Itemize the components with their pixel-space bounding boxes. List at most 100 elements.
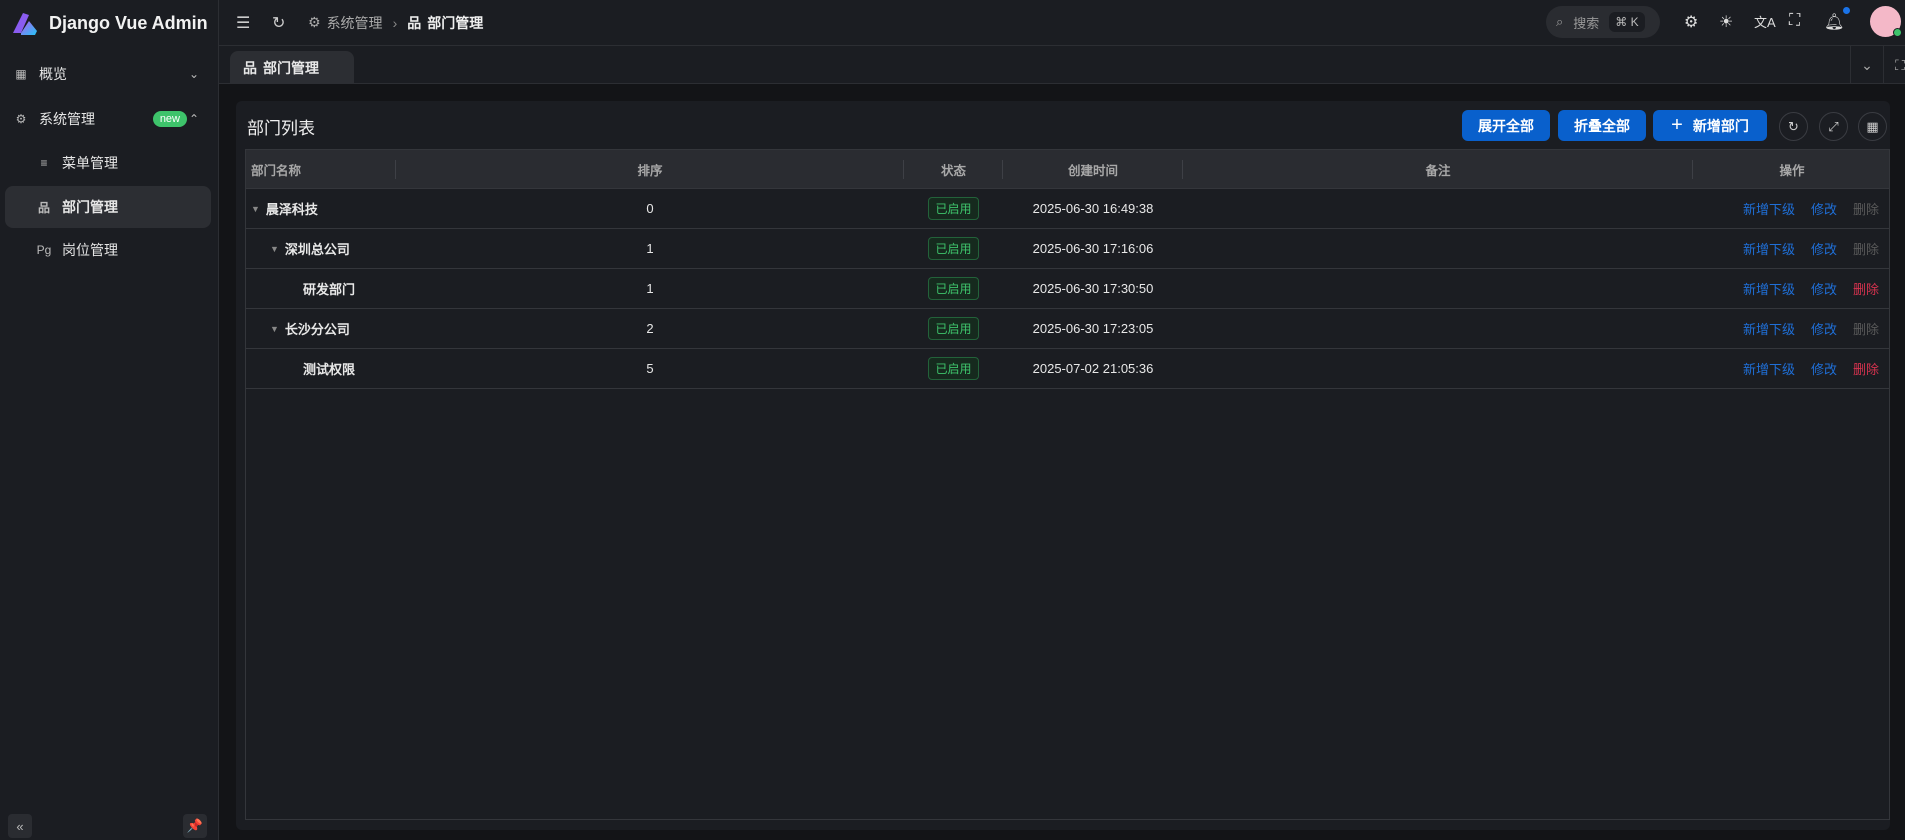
col-header-created: 创建时间 [1003,150,1183,188]
col-header-remark: 备注 [1183,150,1693,188]
bell-icon[interactable]: 🔔︎ [1824,7,1851,32]
cell-actions: 新增下级 修改 删除 [1693,189,1891,228]
logo-icon [13,13,37,35]
cell-status: 已启用 [904,349,1003,388]
cell-created: 2025-06-30 17:23:05 [1032,321,1154,336]
col-header-name: 部门名称 [246,150,396,188]
sidebar-item-menu[interactable]: ≡ 菜单管理 [5,142,211,184]
dept-table: 部门名称 排序 状态 创建时间 备注 操作 ▼ 晨泽科技 0 已启用 2025-0… [245,149,1890,820]
expand-caret-icon[interactable]: ▼ [270,243,279,254]
dept-name: 长沙分公司 [284,322,350,337]
breadcrumb-label: 部门管理 [427,14,484,31]
expand-caret-icon[interactable]: ▼ [251,203,260,214]
add-child-link[interactable]: 新增下级 [1742,282,1795,297]
sun-icon[interactable]: ☀ [1719,14,1734,31]
refresh-icon[interactable]: ↻ [272,14,286,32]
breadcrumb-item[interactable]: ⚙ 系统管理 [308,13,383,33]
cell-sort: 0 [646,201,654,216]
tab-label: 部门管理 [263,59,319,76]
delete-link: 删除 [1852,322,1879,337]
col-header-sort: 排序 [396,150,904,188]
dept-name: 研发部门 [303,282,356,297]
edit-link[interactable]: 修改 [1810,242,1837,257]
search-button[interactable]: ⌕ 搜索 ⌘ K [1546,6,1660,38]
column-settings-button[interactable]: ▦ [1858,112,1887,141]
col-header-actions: 操作 [1779,163,1805,178]
chevron-up-icon: ⌃ [188,112,199,126]
sidebar-item-overview[interactable]: ▦ 概览 ⌄ [5,53,211,95]
col-header-status: 状态 [904,150,1003,188]
expand-caret-icon[interactable]: ▼ [270,323,279,334]
add-child-link[interactable]: 新增下级 [1742,362,1795,377]
edit-link[interactable]: 修改 [1810,362,1837,377]
search-icon: ⌕ [1556,14,1564,29]
cell-status: 已启用 [904,229,1003,268]
avatar[interactable] [1870,6,1902,37]
gear-icon: ⚙ [308,14,321,30]
table-row: ▼ 晨泽科技 0 已启用 2025-06-30 16:49:38 新增下级 修改 … [246,189,1889,229]
refresh-table-button[interactable]: ↻ [1779,112,1808,141]
org-tree-icon: 品 [37,200,50,215]
status-badge: 已启用 [928,317,979,340]
edit-link[interactable]: 修改 [1810,322,1837,337]
table-row: 测试权限 5 已启用 2025-07-02 21:05:36 新增下级 修改 删… [246,349,1889,389]
sidebar-item-label: 菜单管理 [62,155,118,171]
tab-dept[interactable]: 品部门管理 [230,51,354,84]
expand-all-button[interactable]: 展开全部 [1462,110,1550,141]
status-badge: 已启用 [928,277,979,300]
sidebar-item-dept[interactable]: 品部门管理 [5,186,211,228]
card-title: 部门列表 [247,119,315,138]
pin-button[interactable]: 📌 [183,814,207,838]
status-badge: 已启用 [928,197,979,220]
button-label: 新增部门 [1692,117,1749,134]
edit-link[interactable]: 修改 [1810,202,1837,217]
table-row: ▼ 长沙分公司 2 已启用 2025-06-30 17:23:05 新增下级 修改… [246,309,1889,349]
delete-link[interactable]: 删除 [1852,362,1879,377]
menu-toggle-icon[interactable]: ☰ [236,14,251,32]
status-badge: 已启用 [928,237,979,260]
collapse-sidebar-button[interactable]: « [8,814,32,838]
table-row: ▼ 深圳总公司 1 已启用 2025-06-30 17:16:06 新增下级 修改… [246,229,1889,269]
cell-name: ▼ 深圳总公司 [246,229,396,268]
breadcrumb: ⚙ 系统管理 › 品部门管理 [308,13,483,33]
dashboard-icon: ▦ [15,67,27,81]
fullscreen-table-button[interactable]: ⤢ [1819,112,1848,141]
cell-created: 2025-07-02 21:05:36 [1032,361,1154,376]
table-row: 研发部门 1 已启用 2025-06-30 17:30:50 新增下级 修改 删… [246,269,1889,309]
cell-created: 2025-06-30 17:16:06 [1032,241,1154,256]
online-status-dot [1893,28,1902,37]
cell-name: ▼ 晨泽科技 [246,189,396,228]
add-child-link[interactable]: 新增下级 [1742,202,1795,217]
collapse-all-button[interactable]: 折叠全部 [1558,110,1646,141]
org-tree-icon: 品 [407,14,422,31]
cell-status: 已启用 [904,269,1003,308]
cell-actions: 新增下级 修改 删除 [1693,309,1891,348]
notification-dot [1843,7,1851,14]
tabs-dropdown-button[interactable]: ⌄ [1850,46,1883,84]
cell-name: 研发部门 [246,269,396,308]
sidebar-item-system[interactable]: ⚙ 系统管理 new ⌃ [5,98,211,140]
cell-created: 2025-06-30 17:30:50 [1032,281,1154,296]
maximize-content-button[interactable]: ⛶ [1883,46,1905,84]
app-title: Django Vue Admin [49,12,208,33]
logo[interactable]: Django Vue Admin [0,0,218,46]
add-child-link[interactable]: 新增下级 [1742,242,1795,257]
dept-name: 测试权限 [303,362,356,377]
sidebar-item-label: 部门管理 [62,199,118,215]
add-child-link[interactable]: 新增下级 [1742,322,1795,337]
sidebar-item-post[interactable]: Pg 岗位管理 [5,229,211,271]
translate-icon[interactable]: 文A [1754,15,1776,30]
cell-remark [1183,229,1693,268]
add-dept-button[interactable]: + 新增部门 [1653,110,1767,141]
settings-icon[interactable]: ⚙ [1684,14,1699,31]
delete-link[interactable]: 删除 [1852,282,1879,297]
search-placeholder: 搜索 [1573,15,1600,31]
list-icon: ≡ [40,156,48,170]
pg-icon: Pg [36,243,52,257]
new-badge: new [152,111,187,127]
edit-link[interactable]: 修改 [1810,282,1837,297]
cell-name: 测试权限 [246,349,396,388]
fullscreen-icon[interactable]: ⛶ [1789,12,1801,29]
sidebar-item-label: 系统管理 [39,111,95,127]
cell-sort: 1 [646,281,654,296]
